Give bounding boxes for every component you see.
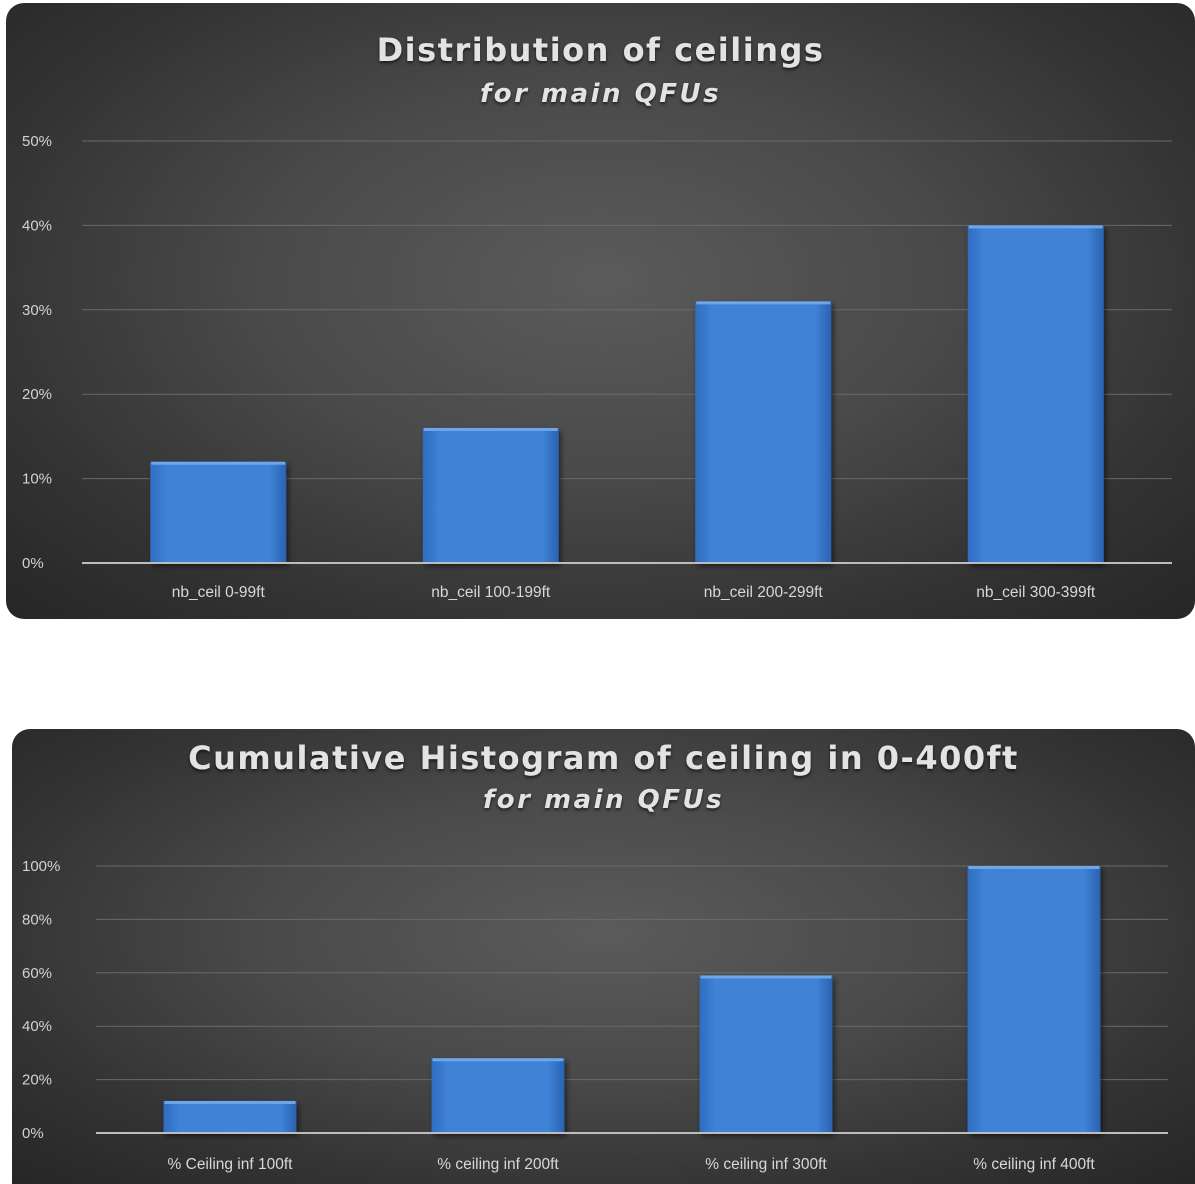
bar-highlight (151, 461, 286, 465)
y-tick-label: 100% (22, 858, 60, 875)
bar-highlight (968, 225, 1103, 229)
x-category-label: nb_ceil 200-299ft (704, 584, 824, 601)
x-category-label: % ceiling inf 300ft (705, 1156, 827, 1173)
cumulative-histogram-chart: Cumulative Histogram of ceiling in 0-400… (12, 729, 1195, 1184)
y-tick-label: 20% (22, 1072, 52, 1089)
bar-highlight (423, 427, 558, 431)
x-category-label: % Ceiling inf 100ft (168, 1156, 294, 1173)
y-tick-label: 40% (22, 217, 52, 234)
y-tick-label: 20% (22, 386, 52, 403)
y-tick-label: 50% (22, 133, 52, 150)
y-tick-label: 0% (22, 1125, 44, 1142)
bar-highlight (164, 1100, 296, 1104)
distribution-chart: Distribution of ceilings for main QFUs 0… (6, 3, 1195, 619)
chart-title: Cumulative Histogram of ceiling in 0-400… (188, 739, 1019, 777)
y-tick-label: 10% (22, 471, 52, 488)
chart-title: Distribution of ceilings (376, 31, 825, 69)
x-category-label: % ceiling inf 400ft (973, 1156, 1095, 1173)
chart-subtitle: for main QFUs (479, 79, 722, 109)
y-tick-label: 30% (22, 302, 52, 319)
bar (422, 427, 559, 563)
bar (431, 1058, 565, 1133)
bar (150, 461, 287, 563)
bar-highlight (432, 1058, 564, 1062)
bar (695, 301, 832, 563)
y-tick-label: 0% (22, 555, 44, 572)
bar (967, 866, 1101, 1133)
distribution-plot-area: 0% 10% 20% 30% 40% 50% nb_ceil 0-99ft nb_ceil 1… (22, 133, 1172, 601)
x-category-label: nb_ceil 0-99ft (172, 584, 266, 601)
bar (699, 975, 833, 1133)
bar-highlight (968, 866, 1100, 869)
cumulative-plot-area: 0% 20% 40% 60% 80% 100% % Ceiling inf 100ft % c… (22, 858, 1168, 1173)
chart-subtitle: for main QFUs (482, 785, 725, 815)
y-tick-label: 80% (22, 911, 52, 928)
bar (163, 1100, 297, 1133)
x-category-label: nb_ceil 100-199ft (431, 584, 551, 601)
bar-highlight (696, 301, 831, 305)
bar-highlight (700, 975, 832, 979)
x-category-label: nb_ceil 300-399ft (976, 584, 1096, 601)
y-tick-label: 40% (22, 1018, 52, 1035)
x-category-label: % ceiling inf 200ft (437, 1156, 559, 1173)
y-tick-label: 60% (22, 965, 52, 982)
bar (967, 225, 1104, 563)
